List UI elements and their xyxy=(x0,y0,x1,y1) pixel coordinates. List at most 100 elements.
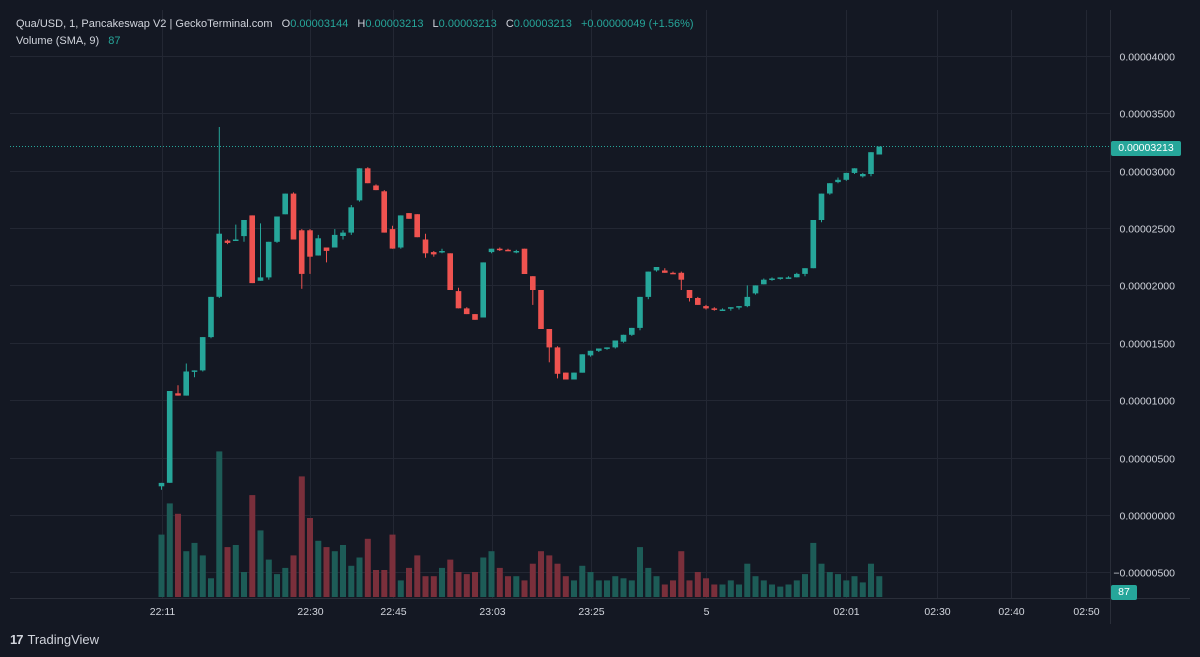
volume-bar xyxy=(752,576,759,597)
open-key: O xyxy=(281,18,291,30)
candle-body xyxy=(860,174,866,177)
volume-value: 87 xyxy=(108,35,121,47)
volume-bar xyxy=(447,559,454,597)
volume-bar xyxy=(645,567,652,597)
candle-body xyxy=(389,229,396,249)
candle-body xyxy=(769,278,775,280)
time-tick-label: 23:25 xyxy=(578,606,604,618)
volume-bar xyxy=(315,540,322,597)
close-value: 0.00003213 xyxy=(513,18,572,30)
candle-body xyxy=(794,273,800,278)
volume-bar xyxy=(661,584,668,597)
volume-bar xyxy=(224,547,231,597)
time-tick-label: 22:30 xyxy=(297,606,323,618)
candle-body xyxy=(835,179,841,183)
volume-bar xyxy=(175,513,181,597)
candle-body xyxy=(744,296,751,307)
candle-body xyxy=(686,290,693,298)
candle-body xyxy=(571,372,577,380)
volume-bar xyxy=(232,545,239,597)
volume-bar xyxy=(579,565,586,597)
candle-body xyxy=(521,248,528,274)
volume-bar xyxy=(290,555,297,597)
high-value: 0.00003213 xyxy=(365,18,424,30)
volume-bar xyxy=(323,547,330,597)
volume-bar xyxy=(472,572,478,597)
volume-bar xyxy=(835,574,841,597)
volume-bar xyxy=(595,580,602,597)
volume-bar xyxy=(513,576,520,597)
candle-body xyxy=(810,220,817,269)
volume-bar xyxy=(554,563,561,597)
candle-body xyxy=(175,393,181,396)
volume-bar xyxy=(538,551,544,597)
high-key: H xyxy=(357,18,366,30)
volume-bar xyxy=(628,580,635,597)
candle-body xyxy=(472,314,478,320)
price-axis[interactable]: 0.00004000 0.00003500 0.00003000 0.00002500… xyxy=(1113,52,1175,580)
volume-bar xyxy=(298,476,305,597)
candle-body xyxy=(711,308,718,310)
volume-bar xyxy=(620,578,627,597)
volume-bar xyxy=(521,580,528,597)
time-axis[interactable]: 22:11 22:30 22:45 23:03 23:25 5 02:01 02:30 02:4… xyxy=(150,606,1100,618)
symbol-title: Qua/USD, 1, Pancakeswap V2 | GeckoTermin… xyxy=(16,18,273,30)
volume-bar xyxy=(546,555,553,597)
volume-bar xyxy=(571,580,577,597)
price-tick-label: 0.00002500 xyxy=(1120,224,1176,236)
volume-bar xyxy=(397,580,404,597)
volume-bar xyxy=(711,584,718,597)
time-tick-label: 23:03 xyxy=(479,606,505,618)
candle-body xyxy=(662,270,668,273)
volume-bar xyxy=(307,518,313,597)
low-value: 0.00003213 xyxy=(438,18,497,30)
price-tick-label: 0.00001500 xyxy=(1120,339,1176,351)
candle-body xyxy=(422,239,429,254)
volume-bar xyxy=(727,580,734,597)
candle-body xyxy=(554,347,561,374)
candle-body xyxy=(827,183,833,194)
close-key: C xyxy=(505,18,514,30)
tradingview-brand[interactable]: 17 TradingView xyxy=(10,632,99,647)
volume-bar xyxy=(331,551,338,597)
last-price-tag: 0.00003213 xyxy=(1111,141,1181,156)
candle-body xyxy=(736,306,742,308)
candle-body xyxy=(645,271,652,297)
volume-bar xyxy=(744,563,751,597)
volume-bar xyxy=(604,580,610,597)
candle-body xyxy=(364,168,371,184)
candle-body xyxy=(728,307,734,309)
candle-body xyxy=(430,252,437,255)
volume-bar xyxy=(851,576,858,597)
volume-bar xyxy=(463,574,470,597)
candle-body xyxy=(802,268,808,274)
time-tick-label: 02:40 xyxy=(998,606,1024,618)
time-tick-label: 5 xyxy=(704,606,710,618)
volume-bars xyxy=(158,451,883,597)
candle-body xyxy=(530,276,536,290)
candle-body xyxy=(505,249,511,252)
volume-bar xyxy=(381,570,388,597)
candle-body xyxy=(348,207,354,233)
candle-body xyxy=(232,239,239,241)
price-tick-label: 0.00004000 xyxy=(1120,52,1176,64)
candle-body xyxy=(851,168,858,173)
candle-body xyxy=(249,215,255,284)
volume-bar xyxy=(703,578,709,597)
candle-body xyxy=(290,193,297,240)
volume-bar xyxy=(265,559,272,597)
volume-bar xyxy=(785,584,792,597)
candle-body xyxy=(340,232,346,236)
candle-body xyxy=(587,350,594,356)
candle-body xyxy=(579,354,586,373)
volume-bar xyxy=(793,580,800,597)
volume-bar xyxy=(364,538,371,597)
volume-bar xyxy=(777,586,784,597)
candle-body xyxy=(752,285,759,294)
volume-bar xyxy=(719,584,726,597)
candle-body xyxy=(785,277,792,279)
candle-body xyxy=(414,214,420,238)
candle-body xyxy=(241,220,247,237)
volume-bar xyxy=(216,451,223,597)
